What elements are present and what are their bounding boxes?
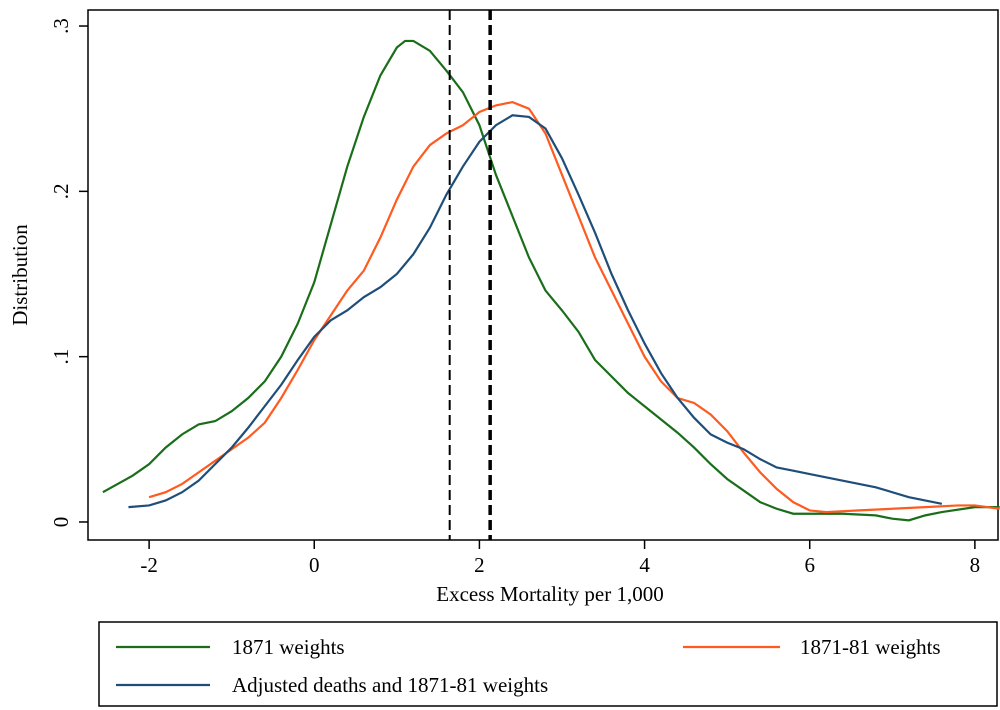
- y-tick-label: 0: [49, 517, 73, 528]
- y-tick-label: .3: [49, 18, 73, 34]
- plot-frame: [87, 9, 999, 541]
- y-tick-label: .1: [49, 349, 73, 365]
- x-tick-label: 8: [970, 553, 981, 577]
- legend-label: 1871 weights: [232, 635, 345, 659]
- legend-label: Adjusted deaths and 1871-81 weights: [232, 673, 548, 697]
- x-tick-label: 0: [309, 553, 320, 577]
- x-axis-label: Excess Mortality per 1,000: [436, 582, 663, 606]
- y-axis-label: Distribution: [8, 224, 32, 326]
- series-line: [148, 100, 1000, 514]
- y-tick-label: .2: [49, 183, 73, 199]
- x-tick-label: 6: [804, 553, 815, 577]
- x-tick-label: 4: [639, 553, 650, 577]
- series-line: [102, 39, 1000, 522]
- legend-box: [98, 621, 998, 707]
- series-line: [128, 114, 943, 509]
- x-tick-label: 2: [474, 553, 485, 577]
- legend-label: 1871-81 weights: [800, 635, 941, 659]
- x-tick-label: -2: [140, 553, 158, 577]
